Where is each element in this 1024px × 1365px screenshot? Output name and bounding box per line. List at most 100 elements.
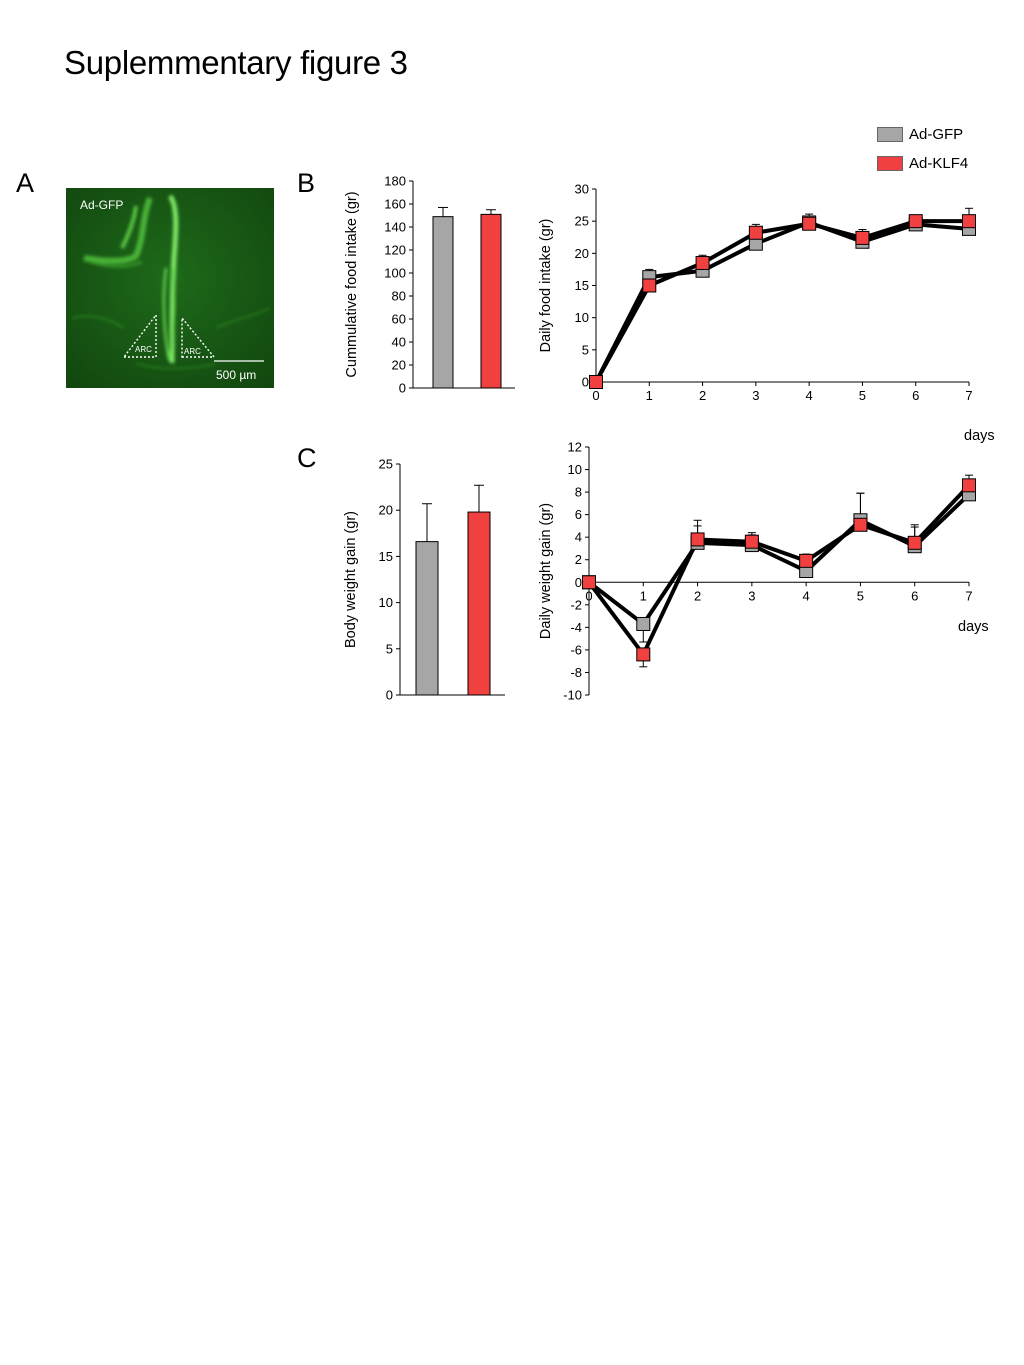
bar-ad-klf4: [480, 213, 502, 389]
x-tick-label: 0: [592, 388, 599, 403]
y-tick-label: -2: [570, 597, 582, 612]
data-point-ad-klf4: [642, 278, 657, 293]
y-axis-label: Body weight gain (gr): [343, 511, 359, 648]
x-tick-label: 4: [806, 388, 813, 403]
arc-label-right: ARC: [184, 347, 201, 356]
data-point-ad-gfp: [636, 616, 651, 631]
y-tick-label: 10: [575, 310, 589, 325]
scale-bar-label: 500 µm: [216, 368, 256, 382]
arc-outline-left: [122, 312, 157, 358]
y-tick-label: 140: [384, 220, 406, 235]
y-tick-label: 6: [575, 507, 582, 522]
y-tick-label: -10: [563, 688, 582, 703]
x-tick-label: 2: [699, 388, 706, 403]
y-tick-label: 0: [575, 575, 582, 590]
data-point-ad-klf4: [582, 575, 596, 590]
y-tick-label: 60: [392, 312, 406, 327]
x-axis-label: days: [964, 428, 995, 444]
x-tick-label: 0: [585, 588, 592, 603]
x-tick-label: 7: [965, 588, 972, 603]
y-tick-label: 4: [575, 530, 582, 545]
data-point-ad-klf4: [853, 517, 868, 532]
legend-swatch-ad-gfp: [877, 127, 903, 142]
legend: Ad-GFP Ad-KLF4: [877, 126, 1007, 180]
panel-letter-c: C: [297, 443, 317, 473]
y-tick-label: 120: [384, 243, 406, 258]
data-point-ad-klf4: [744, 534, 759, 549]
data-point-ad-klf4: [908, 214, 923, 229]
data-point-ad-klf4: [855, 230, 870, 245]
data-point-ad-klf4: [748, 225, 763, 240]
data-point-ad-klf4: [962, 214, 976, 229]
y-tick-label: 15: [379, 549, 393, 564]
y-tick-label: 10: [379, 595, 393, 610]
figure-title: Suplemmentary figure 3: [64, 44, 408, 81]
data-point-ad-klf4: [589, 375, 603, 389]
y-tick-label: 5: [582, 342, 589, 357]
y-tick-label: 100: [384, 266, 406, 281]
y-tick-label: 0: [386, 688, 393, 703]
data-point-ad-klf4: [802, 216, 817, 231]
y-tick-label: 0: [582, 375, 589, 390]
y-tick-label: 20: [379, 503, 393, 518]
legend-label-ad-gfp: Ad-GFP: [909, 126, 964, 143]
y-tick-label: 160: [384, 197, 406, 212]
y-tick-label: 20: [392, 358, 406, 373]
y-tick-label: 15: [575, 278, 589, 293]
x-tick-label: 2: [694, 588, 701, 603]
y-tick-label: 5: [386, 641, 393, 656]
y-tick-label: 2: [575, 552, 582, 567]
data-point-ad-klf4: [799, 553, 814, 568]
panel-letter-a: A: [16, 168, 35, 198]
x-tick-label: 3: [748, 588, 755, 603]
x-tick-label: 5: [857, 588, 864, 603]
y-tick-label: 10: [568, 462, 582, 477]
data-point-ad-klf4: [636, 647, 651, 662]
y-tick-label: -8: [570, 665, 582, 680]
x-tick-label: 4: [803, 588, 810, 603]
micrograph-label: Ad-GFP: [80, 198, 123, 212]
data-point-ad-klf4: [907, 535, 922, 550]
micrograph-image: Ad-GFP ARC ARC 500 µm: [66, 188, 274, 388]
series-line-ad-gfp: [594, 220, 970, 383]
y-tick-label: 30: [575, 182, 589, 197]
arc-label-left: ARC: [135, 345, 152, 354]
daily-food-intake-chart: 0 5 10 15 20 25 30 0 1 2 3 4 5 6 7 days Daily food intak…: [538, 182, 995, 445]
x-tick-label: 1: [646, 388, 653, 403]
data-point-ad-klf4: [695, 255, 710, 270]
legend-label-ad-klf4: Ad-KLF4: [909, 155, 969, 172]
y-tick-label: -4: [570, 620, 582, 635]
body-weight-gain-chart: 0 5 10 15 20 25 Body weight gain (gr): [343, 457, 505, 703]
x-tick-label: 6: [912, 388, 919, 403]
x-tick-label: 5: [859, 388, 866, 403]
y-tick-label: 25: [575, 214, 589, 229]
bar-ad-gfp: [432, 216, 454, 389]
y-axis-label: Daily weight gain (gr): [538, 503, 554, 639]
panel-letter-b: B: [297, 168, 316, 198]
x-tick-label: 7: [965, 388, 972, 403]
legend-swatch-ad-klf4: [877, 156, 903, 171]
x-tick-label: 6: [911, 588, 918, 603]
data-point-ad-klf4: [690, 532, 705, 547]
cumulative-food-intake-chart: 0 20 40 60 80 100 120 140 160 180 Cummulative food…: [344, 174, 515, 396]
x-axis-label: days: [958, 619, 989, 635]
data-point-ad-klf4: [962, 478, 976, 493]
bar-ad-gfp: [415, 541, 439, 696]
x-tick-label: 1: [640, 588, 647, 603]
y-tick-label: 80: [392, 289, 406, 304]
y-tick-label: -6: [570, 642, 582, 657]
fluorescence-signal: [71, 194, 271, 370]
y-axis-label: Daily food intake (gr): [538, 219, 554, 353]
series-line-ad-gfp: [587, 492, 971, 626]
y-axis-label: Cummulative food intake (gr): [344, 191, 360, 377]
y-tick-label: 25: [379, 457, 393, 472]
bar-ad-klf4: [467, 511, 491, 696]
arc-outline-right: [181, 316, 216, 358]
y-tick-label: 0: [399, 381, 406, 396]
x-tick-label: 3: [752, 388, 759, 403]
series-line-ad-klf4: [594, 219, 969, 383]
y-tick-label: 8: [575, 485, 582, 500]
series-line-ad-klf4: [587, 483, 971, 657]
y-tick-label: 20: [575, 246, 589, 261]
